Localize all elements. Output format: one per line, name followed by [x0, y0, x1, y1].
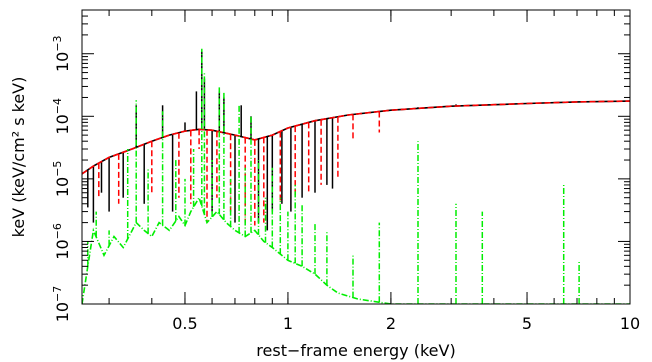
series-3: [82, 48, 630, 304]
series-2: [82, 100, 630, 226]
series-2-continuum: [82, 100, 630, 175]
y-tick-label: 10−4: [51, 98, 72, 135]
x-tick-label: 2: [386, 314, 396, 333]
series-layer: [82, 48, 630, 304]
x-tick-label: 5: [522, 314, 532, 333]
series-1: [82, 51, 630, 231]
y-tick-label: 10−3: [51, 35, 72, 72]
x-axis-title: rest−frame energy (keV): [256, 341, 455, 360]
x-tick-label: 10: [620, 314, 640, 333]
x-tick-label: 0.5: [172, 314, 197, 333]
series-3-continuum: [82, 195, 630, 304]
x-tick-label: 1: [283, 314, 293, 333]
ticks-layer: 0.5 1 2 5 10 10−7 10−6 10−5 10−4 10−3: [51, 9, 640, 333]
y-tick-label: 10−7: [51, 286, 72, 323]
plot-frame: [81, 9, 631, 305]
y-tick-label: 10−6: [51, 223, 72, 260]
y-axis-title: keV (keV/cm² s keV): [9, 77, 28, 238]
y-tick-label: 10−5: [51, 161, 72, 198]
